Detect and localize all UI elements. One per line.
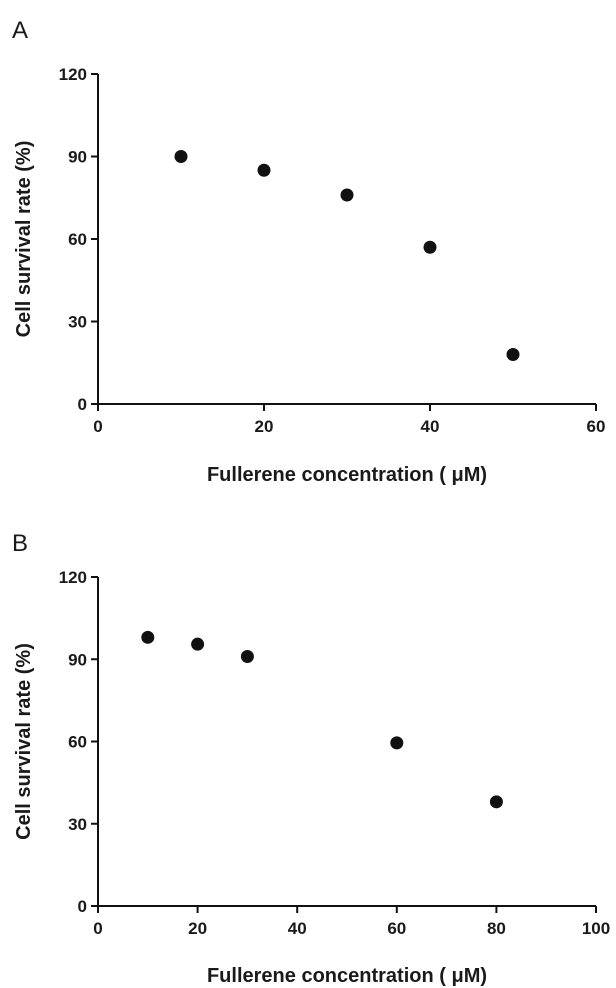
- x-axis-title: Fullerene concentration ( μM): [207, 464, 487, 486]
- panel-label: A: [12, 17, 28, 44]
- panel-label: B: [12, 530, 28, 557]
- x-tick-label: 40: [288, 919, 307, 938]
- data-point: [390, 736, 404, 750]
- y-axis-title: Cell survival rate (%): [13, 643, 35, 840]
- data-point: [174, 150, 188, 163]
- data-point: [340, 188, 354, 202]
- x-tick-label: 20: [255, 417, 274, 436]
- y-tick-label: 0: [78, 897, 87, 916]
- y-tick-label: 60: [68, 733, 87, 752]
- y-tick-label: 30: [68, 313, 87, 332]
- x-tick-label: 20: [188, 919, 207, 938]
- y-tick-label: 0: [78, 395, 87, 414]
- y-tick-label: 90: [68, 148, 87, 167]
- data-point: [257, 163, 271, 177]
- data-point: [141, 630, 155, 644]
- x-axis-title: Fullerene concentration ( μM): [207, 965, 487, 987]
- x-tick-label: 40: [421, 417, 440, 436]
- x-tick-label: 60: [587, 417, 606, 436]
- data-point: [191, 637, 205, 651]
- y-tick-label: 120: [59, 568, 87, 587]
- y-tick-label: 120: [59, 65, 87, 84]
- y-tick-label: 30: [68, 815, 87, 834]
- y-tick-label: 90: [68, 650, 87, 669]
- x-tick-label: 100: [582, 919, 610, 938]
- data-point: [489, 795, 503, 809]
- x-tick-label: 80: [487, 919, 506, 938]
- x-tick-label: 60: [387, 919, 406, 938]
- data-point: [423, 240, 437, 254]
- panel-a: A 0 30 60 90 120 0 20 40 60 Fullerene concentratio…: [12, 17, 605, 486]
- y-axis-title: Cell survival rate (%): [13, 141, 35, 338]
- data-point: [506, 348, 520, 361]
- x-tick-label: 0: [93, 417, 102, 436]
- y-tick-label: 60: [68, 230, 87, 249]
- panel-b: B 0 30 60 90 120 0 20 40 60 80 100 Fullerene concent…: [12, 530, 610, 987]
- data-point: [240, 650, 254, 664]
- x-tick-label: 0: [93, 919, 102, 938]
